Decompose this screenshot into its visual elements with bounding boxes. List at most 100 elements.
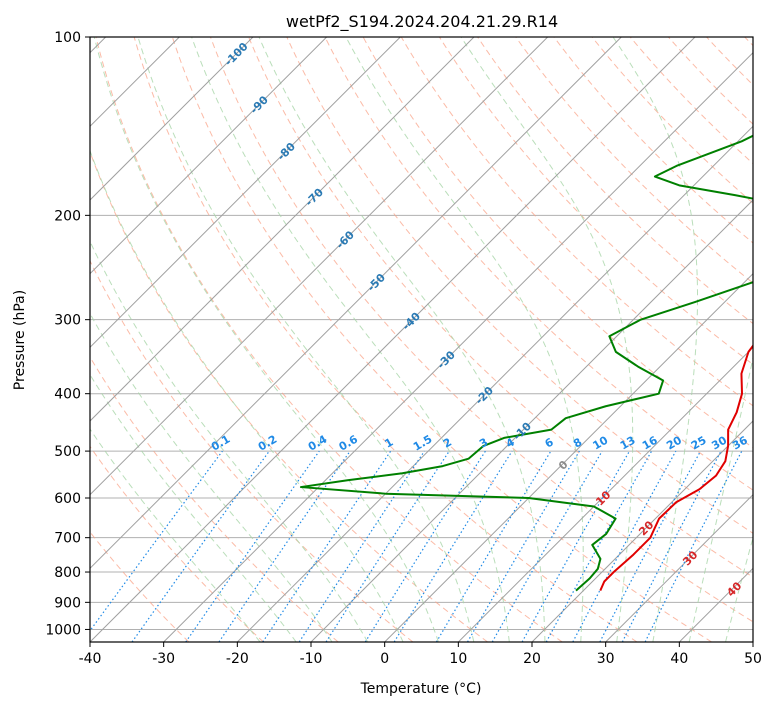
mixing-ratio-label: 10 xyxy=(591,433,611,452)
isotherm-line xyxy=(531,420,753,642)
mixing-ratio-line xyxy=(393,450,513,642)
moist-adiabat-line xyxy=(90,149,404,642)
dry-adiabat-line xyxy=(362,37,753,449)
x-tick-label: 40 xyxy=(670,651,688,667)
x-tick-label: 50 xyxy=(744,651,762,667)
mixing-ratio-label: 16 xyxy=(640,433,660,452)
dry-adiabat-line xyxy=(553,37,753,244)
isotherm-line xyxy=(90,37,549,496)
y-tick-label: 800 xyxy=(54,565,81,581)
y-axis-label: Pressure (hPa) xyxy=(12,290,28,390)
y-tick-label: 400 xyxy=(54,387,81,403)
isotherm-line xyxy=(605,493,753,642)
profile-series xyxy=(299,134,753,592)
isotherm-labels: -100-90-80-70-60-50-40-30-20-10 xyxy=(222,40,534,443)
moist-adiabat-line xyxy=(90,240,369,642)
isotherm-label: -100 xyxy=(222,40,251,69)
dry-adiabat-line xyxy=(133,37,638,642)
y-tick-label: 1000 xyxy=(45,622,81,638)
x-tick-label: 0 xyxy=(380,651,389,667)
dry-adiabat-label: 30 xyxy=(680,548,700,568)
y-tick-label: 300 xyxy=(54,313,81,329)
isotherm-label: -20 xyxy=(473,384,496,407)
mixing-ratio-label: 25 xyxy=(689,434,709,453)
isotherm-line xyxy=(236,125,753,642)
moist-adiabat-line xyxy=(191,37,510,642)
x-tick-label: 10 xyxy=(449,651,467,667)
moist-adiabat-line xyxy=(90,373,297,642)
moist-adiabat-line xyxy=(258,37,546,642)
dry-adiabat-line xyxy=(400,37,753,407)
mixing-ratio-line xyxy=(644,450,743,642)
x-tick-label: -20 xyxy=(226,651,249,667)
isotherm-label: -80 xyxy=(275,140,298,163)
mixing-ratio-line xyxy=(521,450,631,642)
dry-adiabats xyxy=(90,37,753,642)
dry-adiabat-line xyxy=(476,37,753,325)
isotherm-line xyxy=(90,37,696,642)
isotherm-line xyxy=(310,199,753,642)
dry-adiabat-line xyxy=(705,37,753,86)
mixing-ratio-line xyxy=(599,450,702,642)
y-tick-label: 500 xyxy=(54,444,81,460)
isotherm-label: -50 xyxy=(365,271,388,294)
mixing-ratio-line xyxy=(572,450,677,642)
mixing-ratio-label: 0.4 xyxy=(306,432,330,453)
moist-adiabats xyxy=(90,37,753,642)
plot-area: -100-90-80-70-60-50-40-30-20-10 0.1 0.2 0.… xyxy=(90,37,753,642)
mixing-ratio-label: 0.1 xyxy=(209,433,232,454)
x-tick-label: -40 xyxy=(79,651,102,667)
dry-adiabat-line xyxy=(90,150,488,642)
mixing-ratio-line xyxy=(218,450,351,642)
pressure-gridlines xyxy=(90,37,753,630)
moist-adiabat-line xyxy=(93,37,439,642)
mixing-ratio-label: 20 xyxy=(664,433,684,452)
moist-adiabat-line xyxy=(612,37,699,642)
moist-adiabat-line xyxy=(725,535,753,642)
skewed-isotherms xyxy=(90,37,753,642)
y-tick-label: 200 xyxy=(54,208,81,224)
plot-frame xyxy=(89,36,754,643)
moist-adiabat-line xyxy=(90,428,261,642)
isotherm-line xyxy=(90,37,254,201)
isotherm-line xyxy=(90,37,401,349)
y-tick-label: 600 xyxy=(54,491,81,507)
isotherm-line xyxy=(90,37,475,422)
moist-adiabat-line xyxy=(460,37,634,642)
moist-adiabat-line xyxy=(137,37,475,642)
dry-adiabat-line xyxy=(90,531,190,642)
mixing-ratio-line xyxy=(90,450,223,632)
isotherm-line xyxy=(90,37,328,275)
dry-adiabat-label: 0 xyxy=(556,458,571,473)
chart-title: wetPf2_S194.2024.204.21.29.R14 xyxy=(286,12,558,32)
dry-adiabat-line xyxy=(90,356,339,642)
dewpoint-line xyxy=(299,134,753,592)
isotherm-line xyxy=(384,272,753,642)
y-axis: 100 200 300 400 500 600 700 800 900 1000 xyxy=(45,30,90,638)
mixing-ratio-line xyxy=(545,450,653,642)
mixing-ratio-label: 1 xyxy=(382,436,395,451)
x-axis: -40 -30 -20 -10 0 10 20 30 40 50 xyxy=(79,642,762,667)
mixing-ratio-line xyxy=(131,450,270,642)
dry-adiabat-line xyxy=(90,445,264,642)
isotherm-line xyxy=(752,641,753,642)
dry-adiabat-line xyxy=(667,37,753,125)
mixing-ratio-label: 13 xyxy=(618,434,638,453)
mixing-ratio-line xyxy=(364,450,486,642)
mixing-ratio-label: 6 xyxy=(543,435,556,450)
y-tick-label: 700 xyxy=(54,531,81,547)
mixing-ratio-label: 36 xyxy=(730,433,750,452)
dry-adiabat-line xyxy=(591,37,753,204)
mixing-ratio-lines xyxy=(90,450,743,642)
mixing-ratio-line xyxy=(325,450,450,642)
x-tick-label: -30 xyxy=(152,651,175,667)
mixing-ratio-line xyxy=(185,450,320,642)
mixing-ratio-label: 8 xyxy=(571,436,584,451)
x-tick-label: -10 xyxy=(300,651,323,667)
dry-adiabat-line xyxy=(438,37,753,366)
x-axis-label: Temperature (°C) xyxy=(360,681,482,697)
temperature-line xyxy=(599,344,753,592)
dry-adiabat-line xyxy=(743,37,753,47)
dry-adiabat-label: 40 xyxy=(724,579,744,599)
